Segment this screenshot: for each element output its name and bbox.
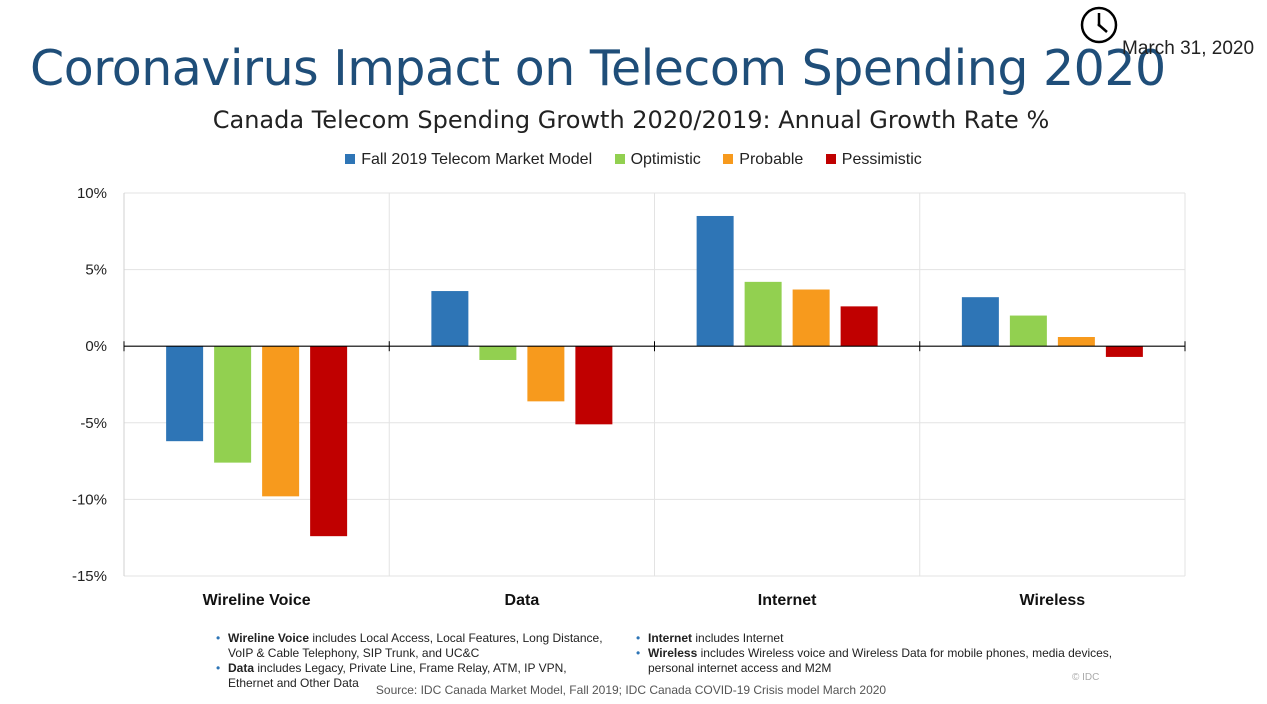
bar-probable-internet [792,289,830,347]
legend-label: Optimistic [630,151,701,168]
x-tick-label: Data [505,592,540,609]
bar-optimistic-wireline-voice [214,346,252,463]
legend-swatch [345,153,356,164]
note-term: Data [228,661,255,675]
bar-pessimistic-data [575,346,613,425]
legend-item-fall-2019: Fall 2019 Telecom Market Model [345,151,592,169]
date-label: March 31, 2020 [1122,38,1255,59]
note-item: Data includes Legacy, Private Line, Fram… [216,661,614,691]
bar-optimistic-data [479,346,517,360]
chart-title: Canada Telecom Spending Growth 2020/2019… [212,106,1050,134]
note-item: Internet includes Internet [636,631,1144,646]
bar-probable-wireless [1057,337,1095,347]
note-text: includes Local Access, Local Features, L… [228,631,603,660]
legend-item-probable: Probable [723,151,803,169]
notes-left: Wireline Voice includes Local Access, Lo… [214,631,614,691]
y-tick-label: 5% [85,262,107,279]
bar-probable-wireline-voice [262,346,300,497]
x-tick-label: Internet [758,592,817,609]
bar-pessimistic-internet [840,306,878,347]
copyright: © IDC [1072,672,1100,683]
y-tick-label: 0% [85,338,107,355]
chart-legend: Fall 2019 Telecom Market Model Optimisti… [0,151,1267,169]
bar-fall-2019-telecom-market-model-wireline-voice [166,346,204,442]
legend-label: Pessimistic [841,151,922,168]
y-tick-label: -15% [72,568,107,585]
note-text: includes Legacy, Private Line, Frame Rel… [228,661,567,690]
bar-probable-data [527,346,565,402]
bar-optimistic-internet [744,281,782,347]
note-term: Wireline Voice [228,631,310,645]
x-tick-label: Wireless [1020,592,1086,609]
note-text: includes Internet [692,631,784,645]
y-tick-label: -5% [80,415,107,432]
note-term: Wireless [648,646,698,660]
note-term: Internet [648,631,693,645]
legend-swatch [723,153,734,164]
page-title: Coronavirus Impact on Telecom Spending 2… [30,40,1166,97]
bar-optimistic-wireless [1009,315,1047,347]
y-tick-label: -10% [72,491,107,508]
note-item: Wireless includes Wireless voice and Wir… [636,646,1144,676]
legend-item-pessimistic: Pessimistic [825,151,922,169]
x-tick-label: Wireline Voice [203,592,311,609]
note-item: Wireline Voice includes Local Access, Lo… [216,631,614,661]
legend-label: Probable [739,151,804,168]
legend-swatch [825,153,836,164]
bar-fall-2019-telecom-market-model-internet [696,215,734,347]
source-note: Source: IDC Canada Market Model, Fall 20… [375,683,887,697]
notes-right: Internet includes Internet Wireless incl… [634,631,1144,676]
bar-fall-2019-telecom-market-model-data [431,291,469,347]
legend-label: Fall 2019 Telecom Market Model [361,151,593,168]
y-tick-label: 10% [77,185,107,202]
bar-pessimistic-wireless [1105,346,1143,357]
bar-pessimistic-wireline-voice [310,346,348,537]
bar-fall-2019-telecom-market-model-wireless [961,297,999,347]
clock-icon [1080,6,1118,44]
legend-item-optimistic: Optimistic [614,151,701,169]
note-text: includes Wireless voice and Wireless Dat… [648,646,1113,675]
legend-swatch [614,153,625,164]
